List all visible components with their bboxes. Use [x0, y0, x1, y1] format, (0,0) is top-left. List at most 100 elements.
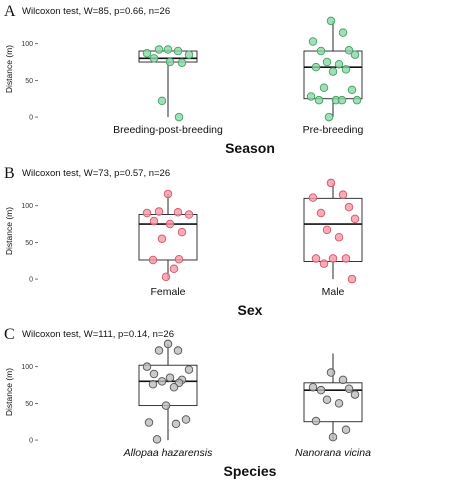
data-point [328, 432, 338, 442]
x-category-label: Male [322, 286, 345, 298]
data-point [347, 85, 357, 95]
data-point [184, 210, 194, 219]
box [303, 197, 363, 262]
data-point [142, 362, 152, 371]
data-point [161, 401, 171, 410]
data-point [316, 46, 326, 56]
x-axis-title: Sex [238, 302, 263, 318]
data-point [334, 399, 344, 408]
data-point [347, 274, 357, 284]
y-axis-label: Distance (m) [4, 368, 14, 416]
x-axis-title: Species [224, 463, 277, 479]
data-point [173, 346, 183, 355]
data-point [350, 214, 360, 224]
data-point [324, 112, 334, 122]
data-point [181, 415, 191, 424]
data-point [163, 189, 173, 199]
test-subtitle: Wilcoxon test, W=85, p=0.66, n=26 [22, 6, 170, 17]
data-point [154, 346, 164, 355]
data-point [173, 46, 183, 56]
data-point [338, 190, 348, 199]
data-point [177, 58, 187, 68]
data-point [165, 57, 175, 67]
data-point [163, 339, 173, 349]
data-point [337, 95, 347, 105]
data-point [308, 37, 318, 46]
y-tick-label: 50 [25, 401, 33, 408]
data-point [184, 50, 194, 59]
data-point [177, 227, 187, 237]
data-point [344, 384, 354, 393]
data-point [316, 385, 326, 395]
data-point [165, 219, 175, 229]
data-point [142, 208, 152, 218]
x-axis-title: Season [225, 140, 275, 156]
group-2 [303, 16, 363, 122]
y-tick-label: 50 [25, 78, 33, 85]
x-category-label: Breeding-post-breeding [113, 124, 223, 136]
x-category-label: Nanorana vicina [295, 447, 371, 459]
data-point [308, 382, 318, 392]
data-point [149, 54, 159, 63]
x-category-label: Female [150, 286, 185, 298]
data-point [149, 369, 159, 379]
data-point [142, 48, 152, 58]
group-1 [138, 339, 198, 444]
data-point [152, 435, 162, 444]
data-point [308, 193, 318, 202]
data-point [350, 50, 360, 59]
data-point [154, 45, 164, 54]
data-point [341, 65, 351, 74]
data-point [316, 208, 326, 218]
data-point [148, 255, 158, 265]
data-point [161, 272, 171, 282]
data-point [311, 416, 321, 426]
chart-panel-c: C Wilcoxon test, W=111, p=0.14, n=26 Dista… [4, 326, 371, 479]
y-tick-label: 0 [29, 115, 33, 122]
data-point [341, 425, 351, 435]
group-2 [303, 178, 363, 284]
y-axis-label: Distance (m) [4, 45, 14, 93]
y-tick-label: 100 [21, 41, 33, 48]
data-point [326, 16, 336, 26]
data-point [338, 375, 348, 385]
data-point [326, 178, 336, 188]
data-point [144, 418, 154, 427]
data-point [311, 62, 321, 72]
panel-label: A [4, 3, 16, 20]
test-subtitle: Wilcoxon test, W=73, p=0.57, n=26 [22, 168, 170, 179]
data-point [341, 254, 351, 263]
data-point [174, 255, 184, 264]
data-point [184, 365, 194, 374]
data-point [328, 67, 338, 76]
data-point [154, 207, 164, 216]
data-point [165, 373, 175, 382]
data-point [171, 419, 181, 429]
data-point [148, 380, 158, 389]
y-tick-label: 0 [29, 438, 33, 445]
data-point [344, 46, 354, 55]
data-point [322, 395, 332, 404]
data-point [322, 225, 332, 235]
y-tick-label: 100 [21, 364, 33, 371]
panel-label: C [4, 326, 15, 343]
data-point [173, 208, 183, 217]
data-point [314, 95, 324, 105]
data-point [169, 382, 179, 392]
y-tick-label: 50 [25, 240, 33, 247]
data-point [157, 96, 167, 106]
group-2 [303, 353, 363, 442]
data-point [352, 95, 362, 105]
data-point [149, 216, 159, 226]
data-point [157, 234, 167, 243]
data-point [338, 28, 348, 37]
chart-panel-a: A Wilcoxon test, W=85, p=0.66, n=26 Distan… [4, 3, 364, 156]
data-point [350, 390, 360, 399]
data-point [322, 57, 332, 67]
y-tick-label: 0 [29, 277, 33, 284]
y-tick-label: 100 [21, 203, 33, 210]
data-point [174, 112, 184, 122]
data-point [306, 92, 316, 101]
x-category-label: Allopaa hazarensis [123, 447, 213, 459]
